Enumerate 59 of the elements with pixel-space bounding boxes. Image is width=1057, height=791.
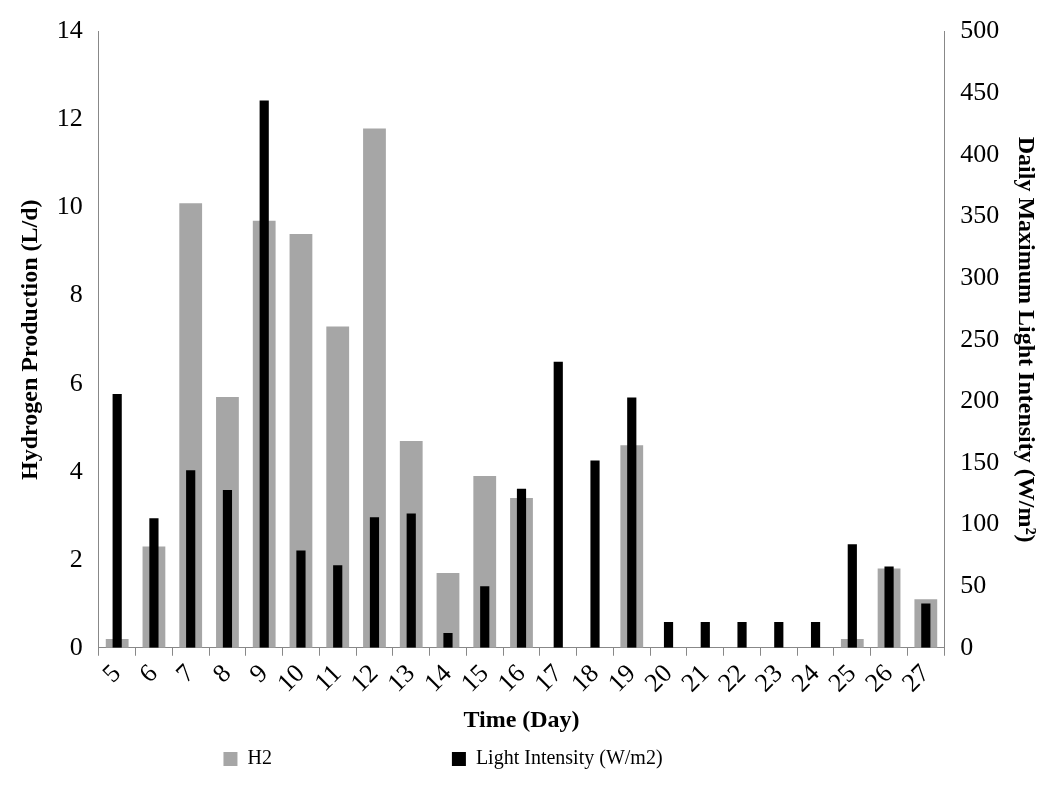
y2-tick-label: 0 — [960, 631, 974, 661]
y2-tick-label: 200 — [960, 385, 1000, 415]
x-tick-label: 21 — [675, 658, 715, 698]
bar — [700, 621, 710, 648]
bar — [436, 572, 460, 648]
bar — [363, 128, 386, 648]
x-tick-label: 6 — [133, 658, 164, 689]
bar — [810, 621, 821, 648]
y-axis-title: Hydrogen Production (L/d) — [15, 199, 42, 480]
bar — [443, 632, 453, 648]
x-axis-title: Time (Day) — [463, 705, 580, 732]
x-tick-label: 11 — [308, 658, 347, 697]
legend-label: H2 — [247, 746, 442, 769]
bar — [186, 470, 196, 648]
bar — [774, 621, 784, 648]
x-tick-label: 27 — [896, 658, 935, 698]
bar — [326, 326, 350, 648]
y-tick-label: 6 — [69, 367, 83, 397]
x-tick-label: 24 — [785, 658, 825, 698]
y-tick-label: 12 — [56, 103, 83, 133]
y-tick-label: 14 — [56, 15, 83, 45]
y2-axis-title: Daily Maximum Light Intensity (W/m²) — [1014, 136, 1041, 543]
y-tick-label: 8 — [69, 279, 83, 309]
bar — [663, 621, 674, 648]
y2-tick-label: 450 — [960, 77, 1000, 107]
x-tick-label: 25 — [822, 658, 862, 698]
y2-tick-label: 250 — [960, 323, 1000, 353]
x-tick-label: 17 — [528, 658, 568, 698]
legend-label: Light Intensity (W/m2) — [475, 746, 833, 770]
bar — [222, 490, 233, 648]
x-tick-label: 13 — [381, 658, 421, 698]
bar — [406, 513, 416, 648]
bar — [296, 550, 306, 648]
x-tick-label: 9 — [243, 658, 274, 689]
y2-tick-label: 350 — [960, 200, 1000, 230]
y-tick-label: 10 — [56, 191, 83, 221]
x-tick-label: 16 — [491, 658, 531, 698]
bar — [553, 361, 563, 648]
bar — [590, 460, 600, 648]
bar — [369, 517, 380, 648]
y-tick-label: 0 — [69, 631, 83, 661]
bar — [480, 586, 490, 648]
y2-tick-label: 300 — [960, 261, 1000, 291]
y2-tick-label: 500 — [960, 15, 1000, 45]
x-tick-label: 8 — [206, 658, 237, 689]
x-tick-label: 7 — [170, 658, 200, 689]
y2-tick-label: 150 — [960, 446, 1000, 476]
x-tick-label: 26 — [859, 658, 899, 698]
x-tick-label: 12 — [344, 658, 384, 698]
y-tick-label: 2 — [69, 543, 83, 573]
x-tick-label: 5 — [96, 658, 127, 689]
x-tick-label: 20 — [638, 658, 678, 698]
bar — [737, 621, 747, 648]
y-tick-label: 4 — [69, 455, 83, 485]
x-tick-label: 10 — [271, 658, 311, 698]
y2-tick-label: 50 — [960, 569, 987, 599]
y2-tick-label: 100 — [960, 508, 1000, 538]
y2-tick-label: 400 — [960, 138, 1000, 168]
bar — [333, 565, 343, 648]
